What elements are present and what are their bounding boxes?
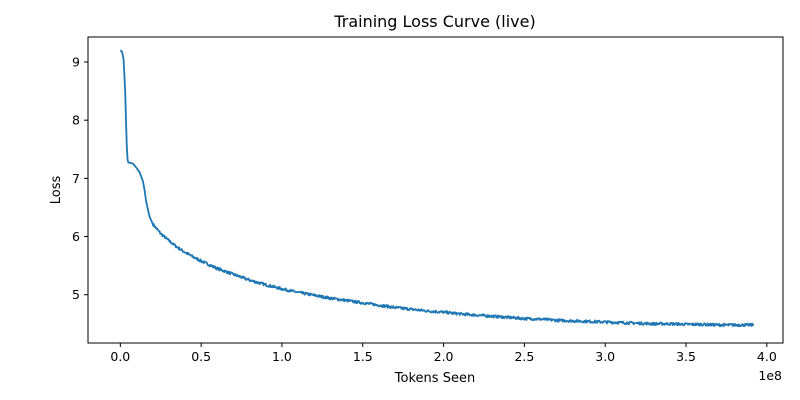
x-tick-label: 0.5 [191, 349, 211, 364]
y-tick-label: 5 [72, 287, 80, 302]
x-tick-label: 3.5 [676, 349, 696, 364]
x-axis-ticks: 0.0 0.5 1.0 1.5 2.0 2.5 3.0 3.5 4.0 [110, 343, 777, 364]
x-tick-label: 2.5 [514, 349, 534, 364]
x-axis-scale-label: 1e8 [758, 368, 782, 383]
x-tick-label: 1.5 [353, 349, 373, 364]
plot-frame [87, 36, 784, 344]
chart-title: Training Loss Curve (live) [333, 12, 535, 31]
y-axis-label: Loss [49, 176, 64, 205]
y-tick-label: 6 [72, 229, 80, 244]
x-tick-label: 0.0 [110, 349, 130, 364]
x-tick-label: 1.0 [272, 349, 292, 364]
x-tick-label: 2.0 [434, 349, 454, 364]
x-tick-label: 4.0 [757, 349, 777, 364]
loss-series-line [119, 49, 755, 328]
x-tick-label: 3.0 [595, 349, 615, 364]
y-axis-ticks: 5 6 7 8 9 [72, 55, 88, 302]
plot-area [119, 49, 755, 328]
y-tick-label: 7 [72, 171, 80, 186]
y-tick-label: 9 [72, 55, 80, 70]
x-axis-label: Tokens Seen [394, 371, 475, 386]
y-tick-label: 8 [72, 113, 80, 128]
